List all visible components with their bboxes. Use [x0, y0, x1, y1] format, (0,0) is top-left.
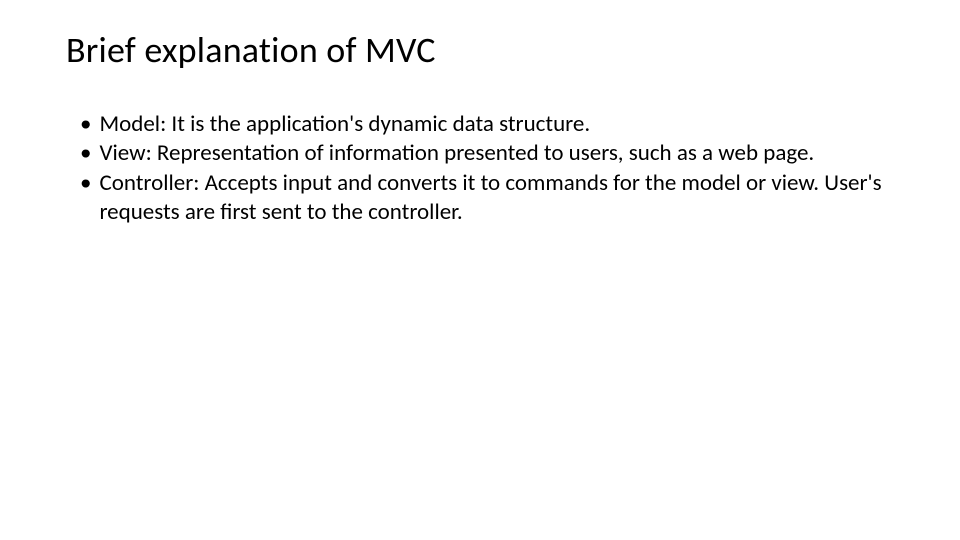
- bullet-item: • View: Representation of information pr…: [80, 139, 894, 168]
- bullet-text: Model: It is the application's dynamic d…: [99, 110, 894, 139]
- bullet-item: • Controller: Accepts input and converts…: [80, 169, 894, 228]
- bullet-marker-icon: •: [80, 139, 91, 168]
- bullet-marker-icon: •: [80, 169, 91, 198]
- slide-title: Brief explanation of MVC: [66, 28, 894, 72]
- bullet-item: • Model: It is the application's dynamic…: [80, 110, 894, 139]
- bullet-text: View: Representation of information pres…: [99, 139, 894, 168]
- bullet-list: • Model: It is the application's dynamic…: [66, 110, 894, 228]
- bullet-text: Controller: Accepts input and converts i…: [99, 169, 894, 228]
- slide-container: Brief explanation of MVC • Model: It is …: [0, 0, 960, 540]
- bullet-marker-icon: •: [80, 110, 91, 139]
